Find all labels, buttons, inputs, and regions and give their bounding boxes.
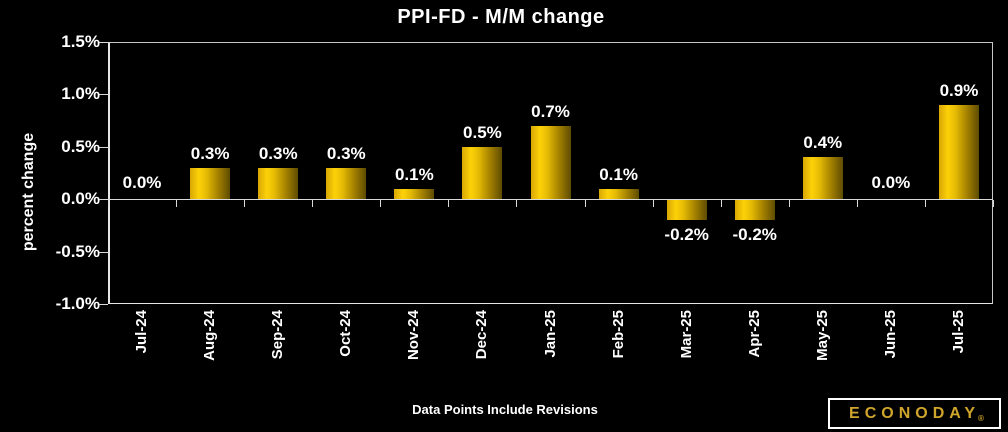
footer-note: Data Points Include Revisions: [412, 402, 598, 417]
y-tick-label: 1.0%: [61, 84, 100, 104]
x-tick-mark: [653, 200, 654, 207]
x-tick-mark: [448, 200, 449, 207]
bar-Jul-25: [938, 104, 979, 199]
value-label-May-25: 0.4%: [803, 133, 843, 153]
x-category-label-Oct-24: Oct-24: [337, 310, 355, 357]
bar-Sep-24: [258, 167, 299, 199]
y-tick-mark: [99, 147, 108, 148]
value-label-Aug-24: 0.3%: [190, 143, 230, 163]
bar-Oct-24: [326, 167, 367, 199]
x-tick-mark: [312, 200, 313, 207]
x-tick-mark: [857, 200, 858, 207]
y-tick-mark: [99, 199, 108, 200]
y-tick-label: 0.0%: [61, 189, 100, 209]
value-label-Mar-25: -0.2%: [664, 225, 709, 245]
x-category-label-Jul-25: Jul-25: [949, 310, 967, 354]
x-category-label-Jun-25: Jun-25: [881, 310, 899, 359]
y-tick-mark: [99, 94, 108, 95]
x-category-label-Aug-24: Aug-24: [201, 310, 219, 361]
x-tick-mark: [585, 200, 586, 207]
value-label-Jan-25: 0.7%: [531, 101, 570, 121]
bar-Aug-24: [190, 167, 231, 199]
bar-Feb-25: [598, 188, 639, 199]
bar-Apr-25: [734, 200, 775, 221]
y-tick-mark: [99, 252, 108, 253]
chart-title: PPI-FD - M/M change: [397, 6, 605, 28]
x-tick-mark: [993, 200, 994, 207]
x-tick-mark: [108, 200, 109, 207]
value-label-Dec-24: 0.5%: [463, 122, 502, 142]
y-tick-mark: [99, 42, 108, 43]
x-tick-mark: [380, 200, 381, 207]
value-label-Nov-24: 0.1%: [394, 164, 434, 184]
x-tick-mark: [516, 200, 517, 207]
y-tick-label: 0.5%: [61, 136, 100, 156]
econoday-logo-text: ECONODAY: [849, 404, 981, 422]
econoday-logo: ECONODAY ®: [828, 398, 1001, 429]
x-category-label-Mar-25: Mar-25: [677, 310, 695, 359]
x-tick-mark: [176, 200, 177, 207]
y-tick-mark: [99, 304, 108, 305]
bar-May-25: [802, 157, 843, 199]
x-category-label-Sep-24: Sep-24: [269, 310, 287, 360]
y-tick-label: -1.0%: [55, 294, 100, 313]
x-category-label-Apr-25: Apr-25: [745, 310, 763, 358]
x-category-label-Nov-24: Nov-24: [405, 310, 423, 361]
value-label-Oct-24: 0.3%: [326, 143, 366, 163]
value-label-Jul-24: 0.0%: [122, 173, 162, 192]
value-label-Apr-25: -0.2%: [732, 225, 777, 245]
value-label-Sep-24: 0.3%: [258, 143, 298, 163]
bar-Jan-25: [530, 125, 571, 199]
zero-axis-line: [108, 199, 993, 200]
x-tick-mark: [925, 200, 926, 207]
x-tick-mark: [721, 200, 722, 207]
y-tick-label: 1.5%: [61, 32, 100, 51]
x-category-label-Dec-24: Dec-24: [473, 310, 491, 360]
x-tick-mark: [789, 200, 790, 207]
value-label-Jul-25: 0.9%: [939, 80, 979, 100]
x-tick-mark: [244, 200, 245, 207]
value-label-Jun-25: 0.0%: [871, 173, 911, 192]
x-category-label-Feb-25: Feb-25: [609, 310, 627, 359]
bar-Dec-24: [462, 146, 503, 199]
x-category-label-Jan-25: Jan-25: [541, 310, 559, 358]
x-category-label-Jul-24: Jul-24: [133, 310, 151, 354]
bar-Nov-24: [394, 188, 435, 199]
plot-area: [108, 42, 993, 304]
x-category-label-May-25: May-25: [813, 310, 831, 361]
registered-trademark-icon: ®: [978, 414, 984, 423]
value-label-Feb-25: 0.1%: [599, 164, 638, 184]
y-tick-label: -0.5%: [55, 241, 100, 261]
bar-Mar-25: [666, 200, 707, 221]
